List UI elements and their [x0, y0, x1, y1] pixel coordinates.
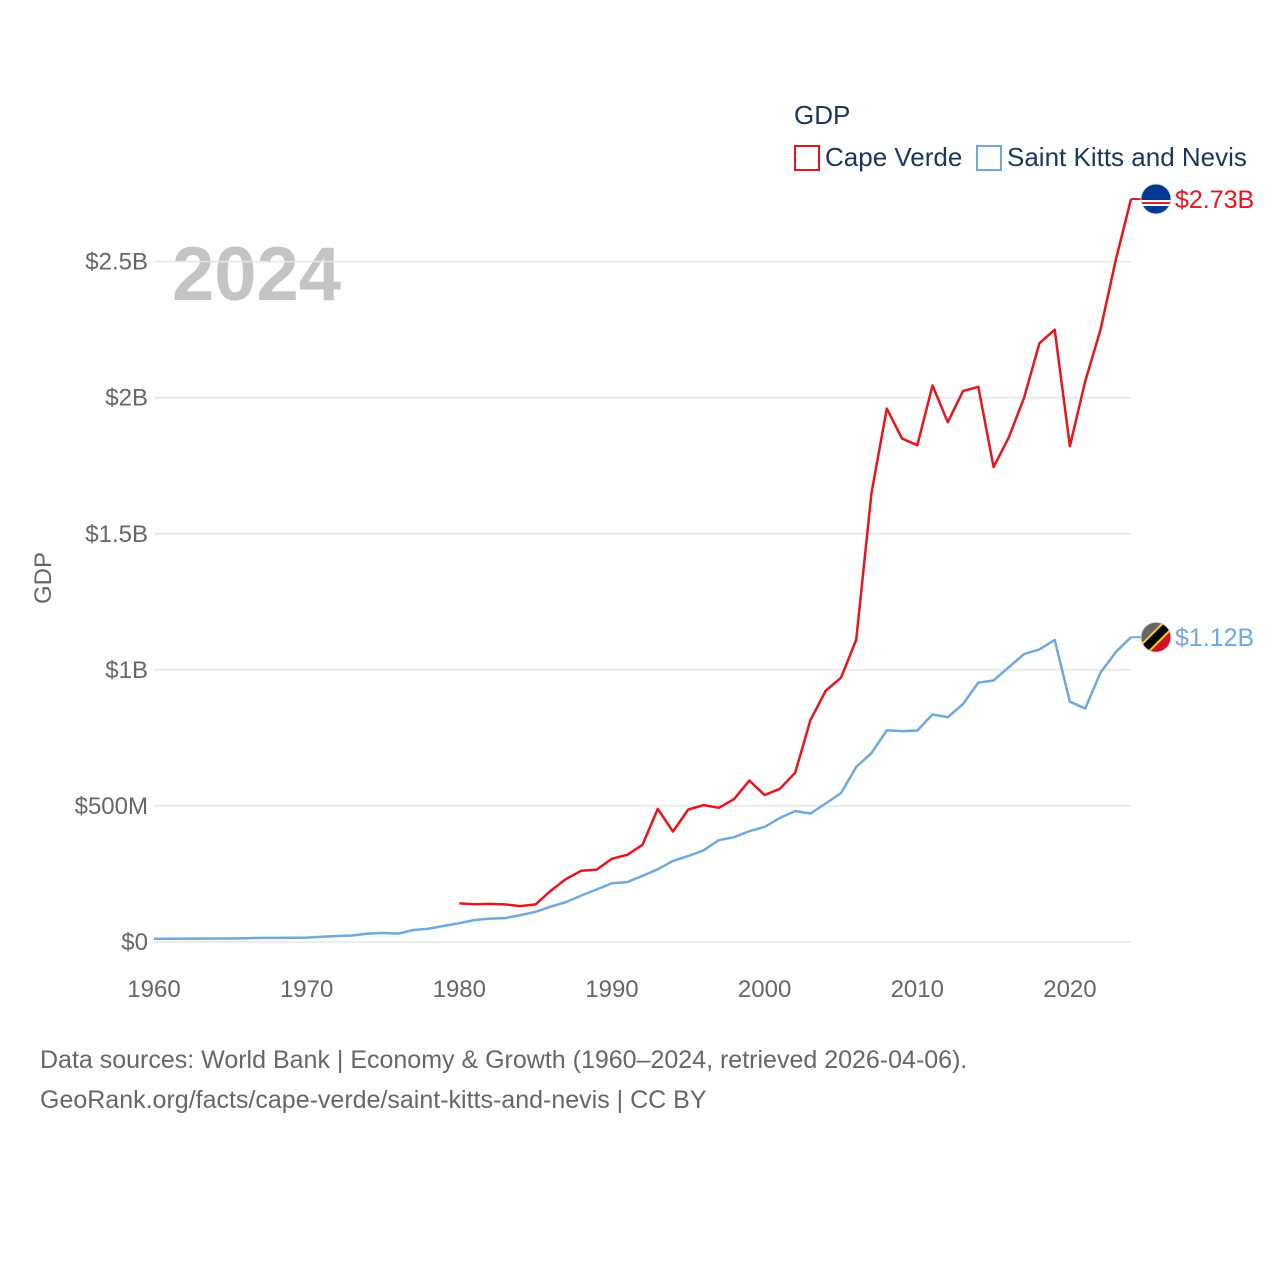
saint-kitts-and-nevis-flag-icon: [1140, 621, 1172, 653]
y-tick-label: $2.5B: [85, 249, 148, 276]
cape-verde-flag-icon: [1140, 183, 1172, 215]
y-axis-ticks: $0 $500M $1B $1.5B $2B $2.5B: [75, 249, 148, 956]
x-tick-label: 2010: [891, 976, 944, 1003]
x-axis-ticks: 1960 1970 1980 1990 2000 2010 2020: [127, 976, 1096, 1003]
legend-swatch-cape-verde: [794, 145, 820, 171]
footer: Data sources: World Bank | Economy & Gro…: [40, 1040, 967, 1120]
x-tick-label: 1960: [127, 976, 180, 1003]
x-tick-label: 1970: [280, 976, 333, 1003]
end-labels: $2.73B $1.12B: [1131, 183, 1254, 653]
series-line-cape-verde[interactable]: [459, 198, 1133, 908]
y-tick-label: $1B: [105, 657, 148, 684]
legend-item-cape-verde[interactable]: Cape Verde: [794, 142, 962, 172]
y-tick-label: $2B: [105, 385, 148, 412]
legend-title: GDP: [794, 100, 850, 130]
legend: GDP Cape Verde Saint Kitts and Nevis: [794, 100, 1247, 172]
footer-sources: Data sources: World Bank | Economy & Gro…: [40, 1046, 968, 1074]
end-value-label-cape-verde: $2.73B: [1175, 186, 1254, 214]
y-tick-label: $1.5B: [85, 521, 148, 548]
y-axis-title: GDP: [30, 552, 57, 604]
series-lines: [154, 198, 1133, 940]
legend-item-saint-kitts-and-nevis[interactable]: Saint Kitts and Nevis: [976, 142, 1247, 172]
x-tick-label: 2000: [738, 976, 791, 1003]
gdp-line-chart: 2024 GDP GDP Cape Verde Saint Kitts and …: [30, 100, 1254, 1003]
y-tick-label: $0: [121, 929, 148, 956]
grid: [154, 260, 1131, 943]
legend-swatch-saint-kitts-and-nevis: [976, 145, 1002, 171]
x-tick-label: 1980: [433, 976, 486, 1003]
footer-link[interactable]: GeoRank.org/facts/cape-verde/saint-kitts…: [40, 1086, 707, 1114]
legend-label-saint-kitts-and-nevis: Saint Kitts and Nevis: [1007, 142, 1247, 172]
series-line-saint-kitts-and-nevis[interactable]: [154, 636, 1132, 940]
legend-label-cape-verde: Cape Verde: [825, 142, 962, 172]
end-value-label-saint-kitts-and-nevis: $1.12B: [1175, 624, 1254, 652]
year-label: 2024: [172, 232, 341, 317]
x-tick-label: 1990: [585, 976, 638, 1003]
y-tick-label: $500M: [75, 793, 148, 820]
x-tick-label: 2020: [1043, 976, 1096, 1003]
